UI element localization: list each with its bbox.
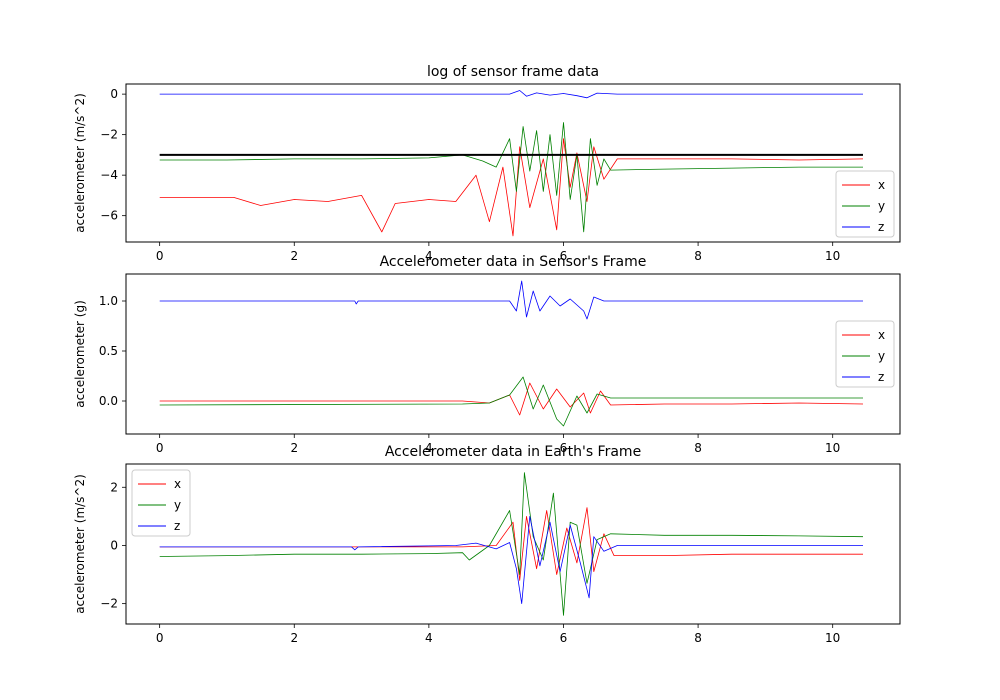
y-tick-label: 1.0: [99, 294, 118, 308]
x-tick-label: 10: [825, 631, 840, 645]
legend: xyz: [131, 469, 191, 537]
x-tick-label: 2: [290, 441, 298, 455]
x-tick-label: 8: [694, 249, 702, 263]
legend-label-x: x: [174, 477, 181, 491]
legend-label-x: x: [878, 178, 885, 192]
x-tick-label: 8: [694, 631, 702, 645]
y-axis-label: accelerometer (m/s^2): [73, 93, 87, 233]
x-tick-label: 0: [156, 441, 164, 455]
series-line-z: [159, 90, 863, 99]
x-tick-label: 10: [825, 249, 840, 263]
series-line-y: [159, 122, 863, 233]
y-tick-label: 0.5: [99, 344, 118, 358]
legend-box: [835, 170, 895, 238]
legend: xyz: [835, 320, 895, 388]
y-tick-label: 0.0: [99, 394, 118, 408]
y-tick-label: 0: [110, 538, 118, 552]
x-tick-label: 6: [560, 631, 568, 645]
x-tick-label: 2: [290, 631, 298, 645]
y-tick-label: 0: [110, 87, 118, 101]
y-axis-label: accelerometer (g): [73, 300, 87, 408]
chart-title: Accelerometer data in Sensor's Frame: [380, 254, 647, 270]
y-tick-label: −2: [100, 128, 118, 142]
y-tick-label: 2: [110, 480, 118, 494]
series-line-y: [159, 376, 863, 427]
legend-label-x: x: [878, 328, 885, 342]
x-tick-label: 6: [560, 441, 568, 455]
y-tick-label: −4: [100, 168, 118, 182]
series-line-z: [159, 280, 863, 320]
legend-label-z: z: [174, 519, 180, 533]
chart-title: log of sensor frame data: [427, 64, 599, 80]
y-axis-label: accelerometer (m/s^2): [73, 474, 87, 614]
legend-box: [835, 320, 895, 388]
legend-label-z: z: [878, 370, 884, 384]
y-tick-label: −2: [100, 597, 118, 611]
axes-frame: [125, 273, 901, 435]
chart-panel-1: 0 2 4 6 8 10 0 −2 −4 −6 log of sensor frame data ac…: [73, 64, 901, 263]
series-line-y: [159, 472, 864, 616]
x-tick-label: 4: [425, 249, 433, 263]
series-group: [159, 472, 864, 616]
legend-label-y: y: [878, 349, 885, 363]
x-tick-label: 2: [290, 249, 298, 263]
legend-label-z: z: [878, 220, 884, 234]
chart-title: Accelerometer data in Earth's Frame: [385, 444, 641, 460]
x-tick-label: 4: [425, 631, 433, 645]
axes-frame: [125, 463, 901, 625]
axes-frame: [125, 83, 901, 243]
legend: xyz: [835, 170, 895, 238]
chart-panel-2: 0 2 4 6 8 10 1.0 0.5 0.0 Accelerometer data in Se…: [73, 254, 901, 455]
legend-label-y: y: [878, 199, 885, 213]
panels: 0 2 4 6 8 10 0 −2 −4 −6 log of sensor frame data ac…: [73, 64, 901, 645]
x-tick-label: 6: [560, 249, 568, 263]
x-tick-label: 0: [156, 631, 164, 645]
x-tick-label: 8: [694, 441, 702, 455]
legend-label-y: y: [174, 498, 181, 512]
series-group: [159, 90, 864, 237]
series-line-x: [159, 507, 863, 581]
x-tick-label: 0: [156, 249, 164, 263]
series-group: [159, 280, 864, 427]
legend-box: [131, 469, 191, 537]
y-tick-label: −6: [100, 209, 118, 223]
series-line-x: [159, 138, 864, 237]
chart-panel-3: 0 2 4 6 8 10 2 0 −2 Accelerometer data in Earth's…: [73, 444, 901, 645]
x-tick-label: 10: [825, 441, 840, 455]
x-tick-label: 4: [425, 441, 433, 455]
series-line-z: [159, 516, 863, 604]
